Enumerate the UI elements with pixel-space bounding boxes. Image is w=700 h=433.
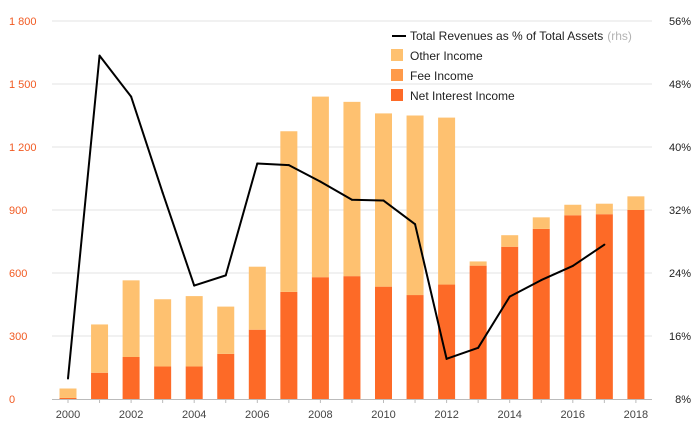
right-tick-label: 48% [669,79,691,91]
x-tick-label: 2004 [182,409,206,421]
legend-label-other-income: Other Income [410,49,483,63]
bars [59,96,645,399]
x-tick-label: 2002 [119,409,143,421]
line-point [477,346,480,349]
bar-other-income [59,388,77,398]
right-tick-label: 40% [669,142,691,154]
bar-other-income [217,306,235,354]
legend-swatch-net-interest-income [391,89,403,101]
left-tick-label: 900 [9,205,27,217]
bar-other-income [438,117,456,285]
left-tick-label: 1 800 [9,16,37,28]
bar-net-interest-income [217,353,235,399]
line-point [67,377,69,380]
right-tick-label: 16% [669,331,691,343]
line-point [98,54,101,57]
bar-other-income [311,96,329,278]
x-tick-label: 2006 [245,409,269,421]
right-tick-label: 32% [669,205,691,217]
bar-other-income [406,115,424,296]
left-tick-label: 1 200 [9,142,37,154]
legend-swatch-fee-income [391,69,403,81]
bar-other-income [91,324,109,373]
x-axis: 2000 2002 2004 2006 2008 2010 2012 2014 2016 2018 [52,399,652,421]
bar-other-income [343,101,361,277]
bar-net-interest-income [375,286,392,399]
bar-other-income [154,299,172,367]
bar-net-interest-income [311,277,329,399]
left-axis: 0 300 600 900 1 200 1 500 1 800 [9,16,37,406]
legend-label-net-interest-income: Net Interest Income [410,89,515,103]
left-tick-label: 600 [9,268,27,280]
right-axis: 8% 16% 24% 32% 40% 48% 56% [669,16,691,406]
bar-other-income [501,235,519,247]
bar-other-income [532,217,550,229]
line-point [445,357,448,360]
bar-net-interest-income [501,246,519,399]
bar-other-income [595,203,613,215]
line-series [67,54,606,380]
line-point [193,284,196,287]
bar-net-interest-income [280,291,298,399]
line-point [256,162,259,165]
right-tick-label: 8% [675,394,691,406]
right-tick-label: 56% [669,16,691,28]
bar-net-interest-income [59,397,77,399]
left-tick-label: 300 [9,331,27,343]
bar-net-interest-income [438,284,456,399]
line-point [414,223,417,226]
bar-other-income [627,196,645,210]
bar-other-income [248,266,266,330]
bar-other-income [185,296,203,367]
bar-net-interest-income [185,366,203,399]
legend: Total Revenues as % of Total Assets (rhs)… [391,29,632,103]
line-point [161,191,164,194]
x-tick-label: 2000 [56,409,80,421]
bar-net-interest-income [343,276,361,399]
bar-other-income [469,261,487,266]
line-point [130,95,133,98]
line-point [508,295,511,298]
line-point [224,274,227,277]
line-point [350,198,353,201]
x-tick-label: 2010 [371,409,395,421]
bar-net-interest-income [122,357,140,399]
left-tick-label: 1 500 [9,79,37,91]
right-tick-label: 24% [669,268,691,280]
x-tick-label: 2012 [434,409,458,421]
legend-swatch-other-income [391,49,403,61]
x-tick-label: 2016 [561,409,585,421]
bar-net-interest-income [406,295,424,399]
bar-net-interest-income [532,228,550,399]
x-tick-label: 2014 [497,409,521,421]
bar-net-interest-income [248,329,266,399]
x-tick-label: 2008 [308,409,332,421]
legend-label-fee-income: Fee Income [410,69,474,83]
line-point [540,279,543,282]
bar-net-interest-income [91,372,109,399]
line-point [319,180,322,183]
bar-net-interest-income [469,265,487,399]
revenue-percent-line [67,54,605,379]
left-tick-label: 0 [9,394,15,406]
legend-label-line: Total Revenues as % of Total Assets (rhs) [410,29,632,43]
bar-net-interest-income [154,366,172,399]
line-point [382,199,385,202]
bar-other-income [280,131,298,292]
line-point [603,243,606,246]
bar-other-income [564,204,582,216]
line-point [571,264,574,267]
x-tick-label: 2018 [624,409,648,421]
bar-net-interest-income [627,210,645,399]
bar-other-income [122,280,140,357]
line-point [287,164,290,167]
bar-net-interest-income [564,215,582,399]
bar-net-interest-income [595,214,613,399]
